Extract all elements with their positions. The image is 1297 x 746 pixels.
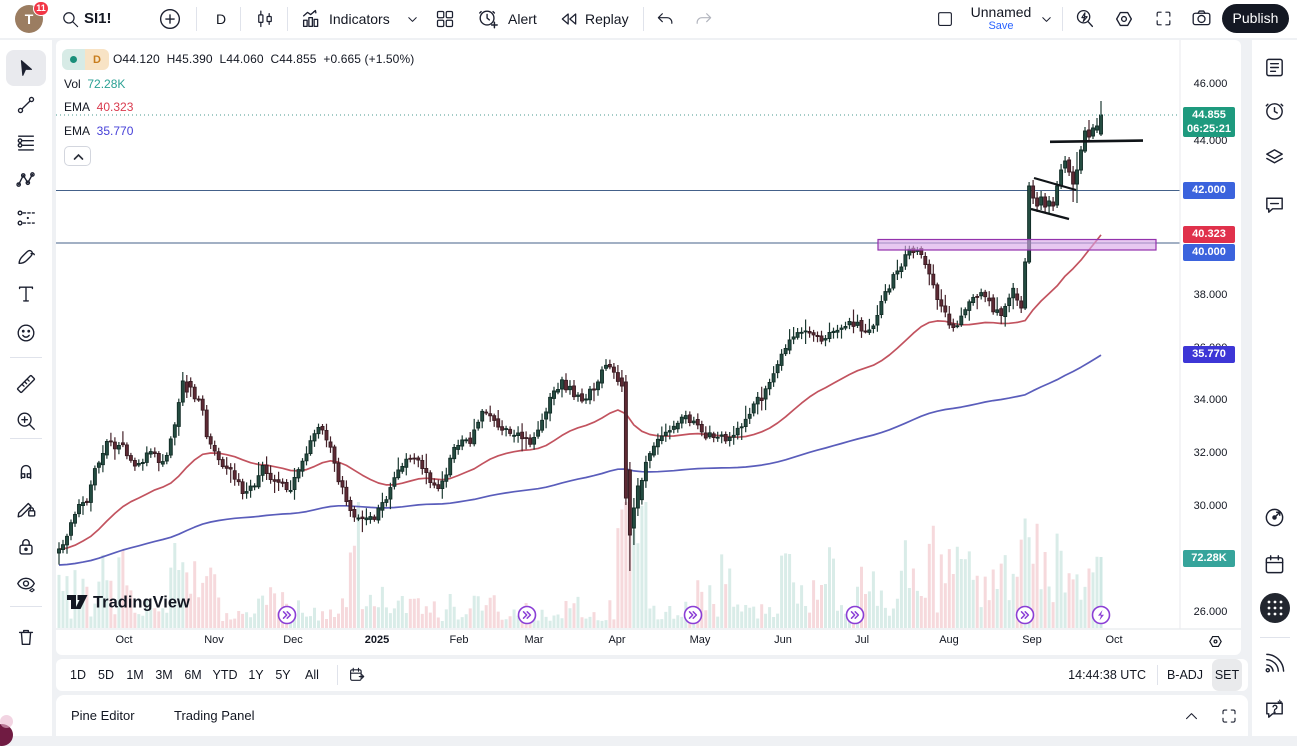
- svg-text:TradingView: TradingView: [93, 594, 190, 612]
